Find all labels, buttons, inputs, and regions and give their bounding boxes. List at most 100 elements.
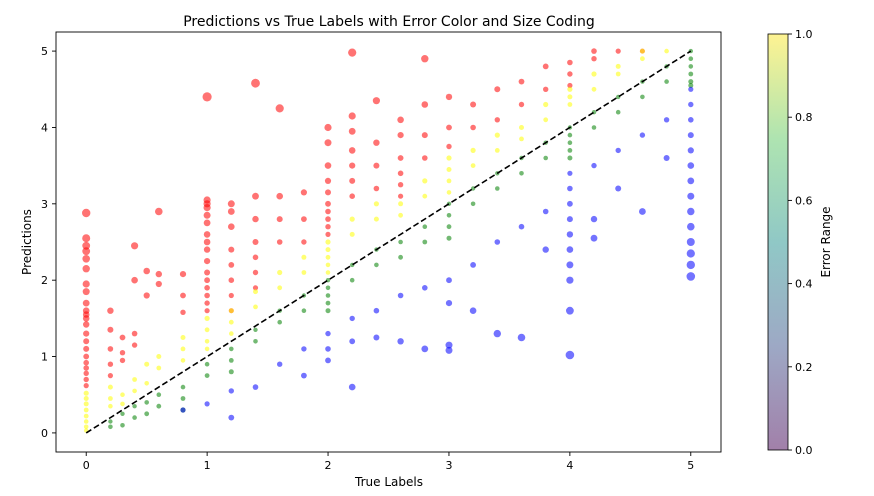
point-red-50 [203, 246, 211, 253]
point-yellow-61 [567, 94, 573, 100]
point-red-20 [83, 376, 89, 383]
point-red-13 [83, 330, 90, 337]
point-green-10 [180, 384, 186, 390]
point-blue-3 [228, 388, 234, 394]
point-red-5 [82, 265, 90, 273]
colorbar-tick-label-1: 0.2 [795, 361, 813, 374]
reference-line [85, 50, 692, 434]
point-red-55 [204, 292, 210, 299]
point-yellow-48 [446, 155, 452, 161]
point-yellow-8 [107, 384, 113, 390]
point-green-14 [204, 373, 210, 378]
point-green-40 [446, 235, 452, 241]
point-green-6 [144, 400, 149, 405]
point-red-109 [421, 132, 428, 139]
point-blue-55 [687, 147, 694, 154]
point-red-84 [325, 189, 331, 196]
point-green-64 [688, 64, 694, 69]
y-tick-label-1: 1 [41, 351, 48, 364]
point-red-89 [325, 231, 331, 237]
point-red-1 [82, 234, 91, 243]
point-red-127 [615, 48, 621, 54]
point-red-72 [252, 285, 259, 291]
point-red-103 [397, 155, 404, 161]
point-red-14 [83, 338, 90, 345]
point-blue-59 [687, 207, 695, 216]
point-red-37 [155, 270, 162, 278]
y-tick-label-0: 0 [41, 427, 48, 440]
point-red-42 [202, 92, 212, 102]
point-red-53 [204, 277, 211, 284]
point-red-31 [131, 276, 138, 284]
point-blue-43 [590, 215, 598, 223]
point-blue-63 [686, 260, 695, 270]
point-red-114 [470, 101, 477, 108]
point-red-101 [397, 116, 404, 124]
point-red-124 [567, 82, 573, 89]
point-yellow-33 [301, 254, 307, 260]
point-yellow-4 [83, 413, 89, 419]
colorbar-ticks: 0.0 0.2 0.4 0.6 0.8 1.0 [788, 28, 813, 457]
point-red-106 [398, 193, 404, 199]
point-red-69 [252, 239, 259, 245]
point-red-12 [83, 321, 90, 328]
point-green-0 [108, 419, 113, 424]
point-yellow-13 [132, 377, 138, 382]
point-red-52 [204, 269, 211, 276]
point-yellow-50 [446, 178, 452, 184]
point-red-126 [591, 56, 597, 62]
point-blue-1 [204, 401, 210, 407]
point-yellow-3 [83, 407, 89, 413]
point-red-62 [228, 262, 235, 268]
point-yellow-54 [494, 132, 500, 138]
point-red-63 [228, 277, 235, 284]
point-yellow-27 [228, 319, 234, 325]
point-yellow-5 [83, 419, 89, 424]
point-green-16 [228, 358, 234, 363]
point-green-21 [277, 319, 283, 325]
point-green-36 [422, 239, 428, 245]
point-blue-38 [566, 261, 574, 269]
point-yellow-30 [253, 304, 258, 310]
point-red-122 [567, 59, 573, 66]
point-blue-44 [590, 234, 598, 242]
point-red-4 [82, 254, 90, 263]
point-red-81 [324, 139, 332, 147]
point-red-40 [180, 292, 186, 299]
point-yellow-47 [422, 193, 428, 199]
point-yellow-18 [156, 365, 162, 371]
point-blue-19 [421, 345, 429, 353]
point-yellow-56 [519, 125, 524, 130]
point-blue-24 [470, 262, 476, 268]
point-yellow-14 [132, 388, 137, 394]
colorbar-tick-label-5: 1.0 [795, 28, 813, 41]
point-red-17 [83, 359, 89, 366]
point-yellow-57 [519, 136, 524, 142]
point-red-8 [82, 299, 90, 307]
point-blue-41 [565, 350, 575, 360]
point-red-24 [107, 346, 114, 352]
point-blue-61 [686, 238, 695, 246]
point-red-54 [204, 285, 210, 291]
y-tick-label-4: 4 [41, 121, 48, 134]
point-green-34 [398, 254, 403, 260]
point-yellow-9 [108, 396, 113, 401]
point-red-56 [204, 300, 210, 306]
point-green-26 [325, 293, 331, 298]
point-red-67 [252, 192, 259, 200]
point-red-125 [591, 48, 597, 54]
point-green-5 [132, 415, 137, 420]
point-red-75 [276, 216, 283, 223]
point-red-120 [542, 63, 549, 70]
point-yellow-51 [446, 190, 452, 195]
point-blue-13 [348, 383, 356, 391]
colorbar-label: Error Range [819, 206, 833, 277]
point-red-68 [252, 215, 259, 223]
point-blue-35 [566, 216, 573, 223]
point-red-110 [422, 155, 428, 161]
point-yellow-63 [591, 71, 597, 77]
point-blue-17 [397, 338, 404, 345]
point-blue-51 [688, 86, 694, 92]
point-red-36 [155, 207, 163, 216]
point-blue-22 [445, 341, 453, 349]
